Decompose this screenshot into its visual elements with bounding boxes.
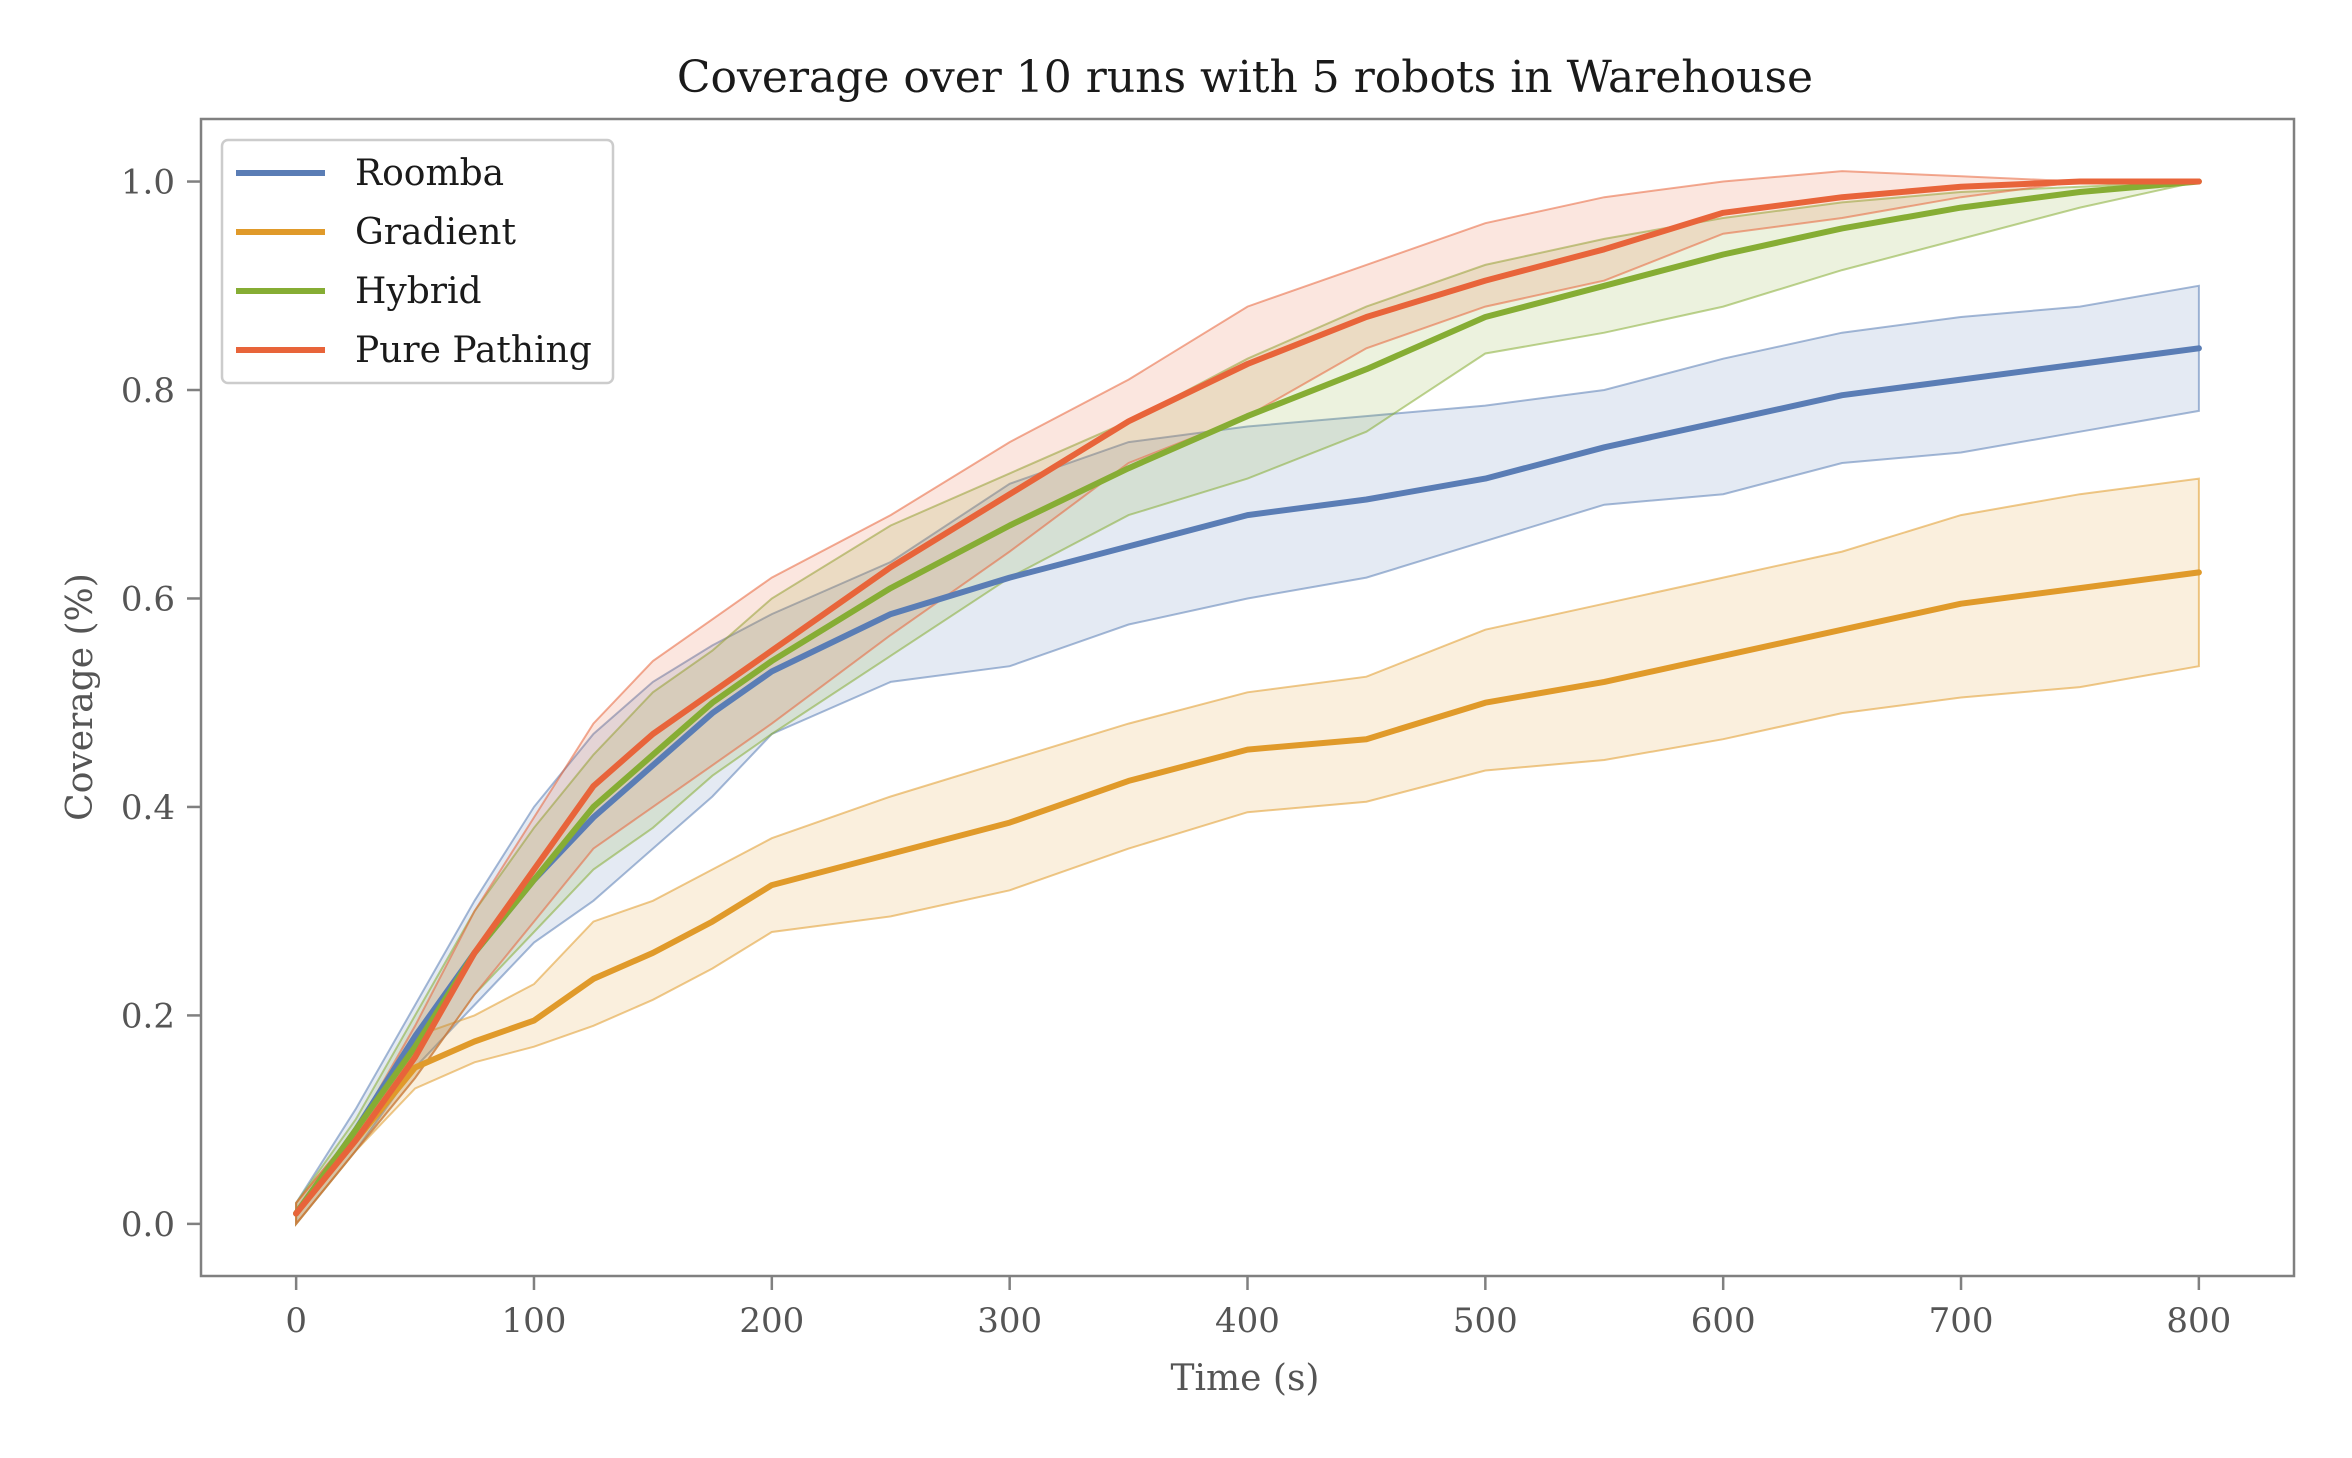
x-tick-label: 400 [1215, 1301, 1280, 1341]
x-tick-label: 0 [285, 1301, 307, 1341]
x-tick-label: 100 [502, 1301, 567, 1341]
legend-label-pure-pathing: Pure Pathing [355, 330, 592, 371]
x-tick-label: 200 [739, 1301, 804, 1341]
x-axis-label: Time (s) [1171, 1358, 1320, 1399]
x-tick-label: 800 [2166, 1301, 2231, 1341]
line-pure-pathing [293, 178, 2202, 1217]
series-lines [293, 178, 2202, 1217]
y-tick-label: 0.6 [121, 579, 175, 619]
legend-label-gradient: Gradient [355, 212, 516, 253]
band-gradient [295, 477, 2200, 1227]
chart-title: Coverage over 10 runs with 5 robots in W… [677, 52, 1813, 103]
legend-label-roomba: Roomba [355, 153, 504, 194]
band-hybrid [295, 180, 2200, 1227]
legend: Roomba Gradient Hybrid Pure Pathing [220, 138, 615, 385]
y-tick-label: 0.2 [121, 996, 175, 1036]
y-axis-ticks: 0.0 0.2 0.4 0.6 0.8 1.0 [121, 163, 201, 1245]
y-axis-label: Coverage (%) [60, 573, 101, 821]
y-tick-label: 0.4 [121, 788, 175, 828]
band-roomba [295, 284, 2200, 1227]
x-tick-label: 500 [1453, 1301, 1518, 1341]
line-gradient [293, 569, 2202, 1217]
y-tick-label: 0.0 [121, 1205, 175, 1245]
confidence-bands [295, 170, 2200, 1227]
x-tick-label: 600 [1691, 1301, 1756, 1341]
legend-box [220, 138, 615, 385]
x-axis-ticks: 0 100 200 300 400 500 600 700 800 [285, 1276, 2231, 1341]
y-tick-label: 1.0 [121, 163, 175, 203]
legend-label-hybrid: Hybrid [355, 271, 482, 312]
x-tick-label: 300 [977, 1301, 1042, 1341]
y-tick-label: 0.8 [121, 371, 175, 411]
x-tick-label: 700 [1929, 1301, 1994, 1341]
